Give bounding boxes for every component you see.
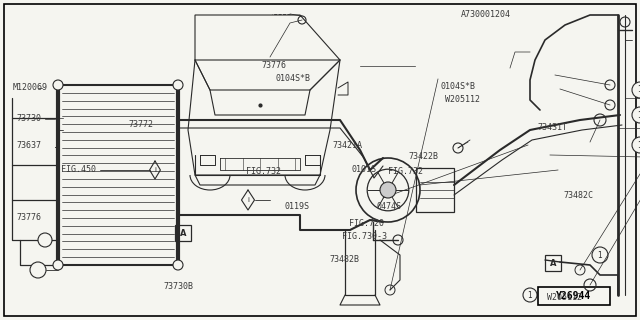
- Text: 1: 1: [527, 291, 532, 300]
- Bar: [175, 225, 191, 241]
- Text: 73422B: 73422B: [408, 152, 438, 161]
- Text: 73730: 73730: [16, 114, 41, 123]
- Circle shape: [632, 82, 640, 98]
- Text: i: i: [154, 167, 156, 173]
- Text: A: A: [550, 259, 556, 268]
- Circle shape: [173, 260, 183, 270]
- Circle shape: [380, 182, 396, 198]
- Text: 0101S: 0101S: [351, 165, 376, 174]
- Bar: [545, 255, 561, 271]
- Text: 73421A: 73421A: [333, 141, 363, 150]
- Text: 73776: 73776: [16, 213, 41, 222]
- Text: 1: 1: [637, 85, 640, 94]
- Circle shape: [53, 260, 63, 270]
- Circle shape: [632, 107, 640, 123]
- Text: 0119S: 0119S: [285, 202, 310, 211]
- Text: 73637: 73637: [16, 141, 41, 150]
- Circle shape: [592, 247, 608, 263]
- Circle shape: [632, 137, 640, 153]
- Text: 1: 1: [598, 251, 602, 260]
- Text: FIG.730-3: FIG.730-3: [342, 232, 387, 241]
- Text: 73482C: 73482C: [563, 191, 593, 200]
- Circle shape: [53, 80, 63, 90]
- Bar: [416, 168, 454, 212]
- Circle shape: [173, 80, 183, 90]
- Text: FIG.732: FIG.732: [388, 167, 423, 177]
- Text: 0104S*B: 0104S*B: [275, 74, 310, 83]
- Text: FIG.450: FIG.450: [61, 165, 96, 174]
- Text: W205112: W205112: [547, 293, 582, 302]
- Text: i: i: [247, 197, 249, 203]
- Circle shape: [30, 262, 46, 278]
- Text: 73772: 73772: [128, 120, 153, 129]
- Circle shape: [523, 288, 537, 302]
- Text: 73482B: 73482B: [330, 255, 360, 264]
- Text: Y26944: Y26944: [556, 291, 591, 301]
- Text: 0474S: 0474S: [376, 202, 401, 211]
- Text: FIG.732: FIG.732: [246, 167, 282, 176]
- Text: 73730B: 73730B: [163, 282, 193, 291]
- Text: 1: 1: [637, 110, 640, 119]
- Bar: [538, 287, 610, 305]
- Text: 73431T: 73431T: [538, 124, 568, 132]
- Text: A: A: [180, 228, 186, 237]
- Text: 0104S*B: 0104S*B: [440, 82, 476, 91]
- Text: FIG.720: FIG.720: [349, 220, 384, 228]
- Text: M120069: M120069: [13, 84, 48, 92]
- Text: 73776: 73776: [261, 61, 286, 70]
- Circle shape: [38, 233, 52, 247]
- Text: 1: 1: [637, 140, 640, 149]
- Text: A730001204: A730001204: [461, 10, 511, 19]
- Text: W205112: W205112: [445, 95, 480, 104]
